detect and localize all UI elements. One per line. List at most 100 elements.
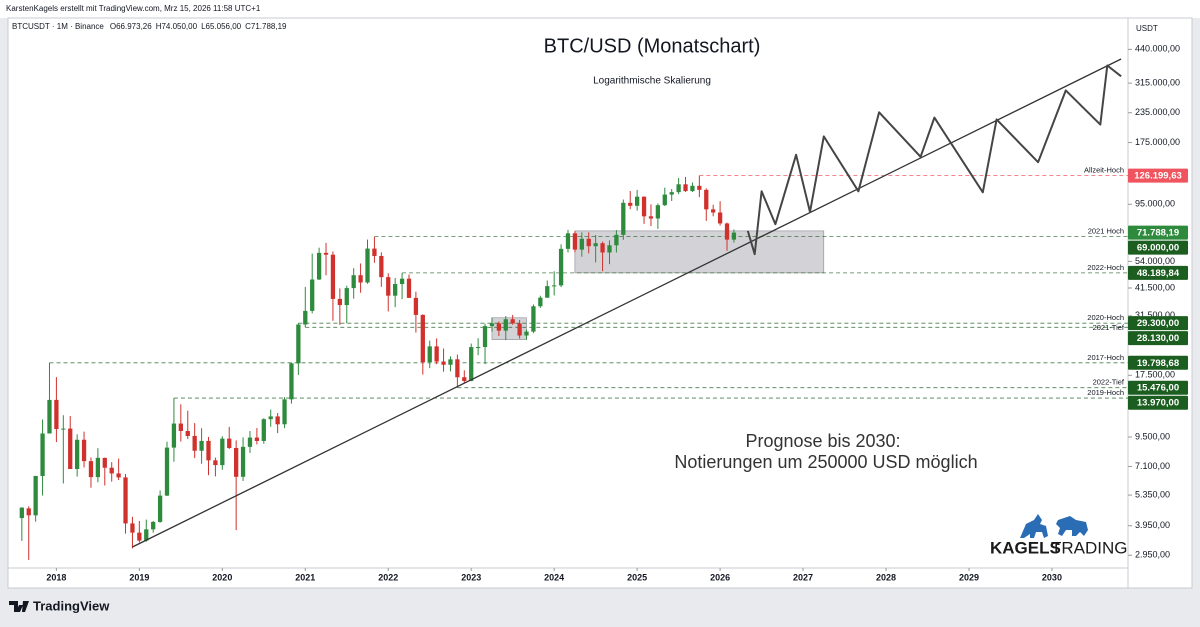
candle-body bbox=[261, 419, 266, 441]
candle-body bbox=[641, 196, 647, 217]
candle-body bbox=[717, 212, 723, 224]
candle-body bbox=[151, 521, 156, 530]
y-tick-label: 3.950,00 bbox=[1135, 520, 1170, 530]
candle-body bbox=[95, 457, 101, 478]
candle-body bbox=[372, 248, 377, 257]
candle-body bbox=[234, 447, 239, 477]
price-badge-label: 126.199,63 bbox=[1134, 171, 1182, 182]
symbol: BTCUSDT · 1M · Binance bbox=[12, 22, 104, 31]
y-tick-label: 440.000,00 bbox=[1135, 44, 1180, 54]
candle-body bbox=[600, 243, 605, 253]
candle-body bbox=[40, 433, 45, 476]
level-name: 2017-Hoch bbox=[1087, 353, 1124, 362]
x-tick-label: 2029 bbox=[959, 572, 979, 582]
y-tick-label: 41.500,00 bbox=[1135, 282, 1175, 292]
ohlc-close: C71.788,19 bbox=[245, 22, 287, 31]
candle-body bbox=[579, 238, 584, 250]
candle-body bbox=[310, 279, 315, 311]
y-tick-label: 5.350,00 bbox=[1135, 489, 1170, 499]
brand-regular: TRADING bbox=[1051, 538, 1128, 557]
top-bar bbox=[0, 0, 1200, 18]
y-tick-label: 9.500,00 bbox=[1135, 431, 1170, 441]
price-badge-label: 28.130,00 bbox=[1137, 333, 1179, 344]
x-tick-label: 2027 bbox=[793, 572, 813, 582]
candle-body bbox=[406, 278, 412, 298]
candle-body bbox=[358, 275, 363, 283]
candle-body bbox=[185, 430, 190, 436]
candle-body bbox=[441, 361, 446, 365]
candle-body bbox=[213, 460, 218, 466]
candle-body bbox=[475, 347, 481, 349]
candle-body bbox=[164, 447, 170, 496]
ohlc-open: O66.973,26 bbox=[110, 22, 152, 31]
candle-body bbox=[662, 194, 667, 206]
price-badge-label: 29.300,00 bbox=[1137, 318, 1179, 329]
price-badge-label: 48.189,84 bbox=[1137, 268, 1180, 279]
axes: 440.000,00 315.000,00 235.000,00 175.000,00… bbox=[46, 44, 1188, 582]
candle-body bbox=[510, 319, 515, 324]
candle-body bbox=[607, 245, 612, 253]
candle-body bbox=[157, 495, 163, 522]
projection-line bbox=[746, 64, 1122, 256]
candle-body bbox=[199, 440, 204, 451]
candle-body bbox=[448, 359, 453, 365]
candle-body bbox=[344, 288, 349, 306]
candle-body bbox=[614, 234, 619, 246]
candle-body bbox=[469, 347, 474, 381]
price-badge-label: 19.798,68 bbox=[1137, 358, 1179, 369]
x-tick-label: 2028 bbox=[876, 572, 896, 582]
candle-body bbox=[393, 284, 398, 296]
candle-body bbox=[19, 507, 24, 519]
candle-body bbox=[697, 185, 702, 190]
y-tick-label: 2.950,00 bbox=[1135, 550, 1170, 560]
candle-body bbox=[192, 435, 197, 451]
candle-body bbox=[178, 423, 183, 431]
price-badge bbox=[1128, 240, 1188, 255]
level-name: 2020-Hoch bbox=[1087, 313, 1124, 322]
candle-body bbox=[628, 202, 633, 206]
trendline bbox=[132, 58, 1122, 548]
candle-body bbox=[558, 248, 564, 286]
candle-body bbox=[517, 323, 522, 336]
candle-body bbox=[731, 232, 737, 240]
candle-body bbox=[545, 286, 550, 298]
candle-body bbox=[240, 446, 246, 477]
price-badge bbox=[1128, 225, 1188, 240]
candle-body bbox=[144, 529, 149, 541]
candle-body bbox=[282, 399, 287, 425]
level-name: Allzeit-Hoch bbox=[1084, 166, 1124, 175]
level-name: 2022-Tief bbox=[1093, 378, 1125, 387]
candle-body bbox=[683, 184, 688, 192]
candle-body bbox=[206, 440, 211, 461]
chart-subtitle: Logarithmische Skalierung bbox=[593, 76, 711, 87]
x-tick-label: 2020 bbox=[212, 572, 232, 582]
candle-body bbox=[482, 326, 488, 348]
candle-body bbox=[33, 475, 38, 516]
price-badge bbox=[1128, 265, 1188, 280]
price-badge-label: 15.476,00 bbox=[1137, 383, 1179, 394]
candle-body bbox=[337, 298, 342, 306]
candle-body bbox=[427, 346, 432, 363]
level-name: 2019-Hoch bbox=[1087, 388, 1124, 397]
candle-body bbox=[379, 256, 384, 278]
candle-body bbox=[123, 477, 128, 524]
candle-body bbox=[54, 399, 59, 430]
candle-body bbox=[399, 278, 405, 285]
bear-icon bbox=[1056, 516, 1088, 536]
y-tick-label: 17.500,00 bbox=[1135, 370, 1175, 380]
candle-body bbox=[586, 238, 591, 247]
candle-body bbox=[593, 243, 598, 247]
y-tick-label: 31.500,00 bbox=[1135, 310, 1175, 320]
y-tick-label: 95.000,00 bbox=[1135, 199, 1175, 209]
x-tick-label: 2018 bbox=[46, 572, 66, 582]
candle-body bbox=[275, 416, 280, 425]
candle-body bbox=[289, 363, 294, 400]
price-badge bbox=[1128, 316, 1188, 331]
level-name: 2021-Tief bbox=[1093, 323, 1125, 332]
candle-body bbox=[130, 523, 135, 533]
candle-body bbox=[489, 323, 495, 327]
y-tick-label: 54.000,00 bbox=[1135, 256, 1175, 266]
candle-body bbox=[634, 196, 640, 206]
